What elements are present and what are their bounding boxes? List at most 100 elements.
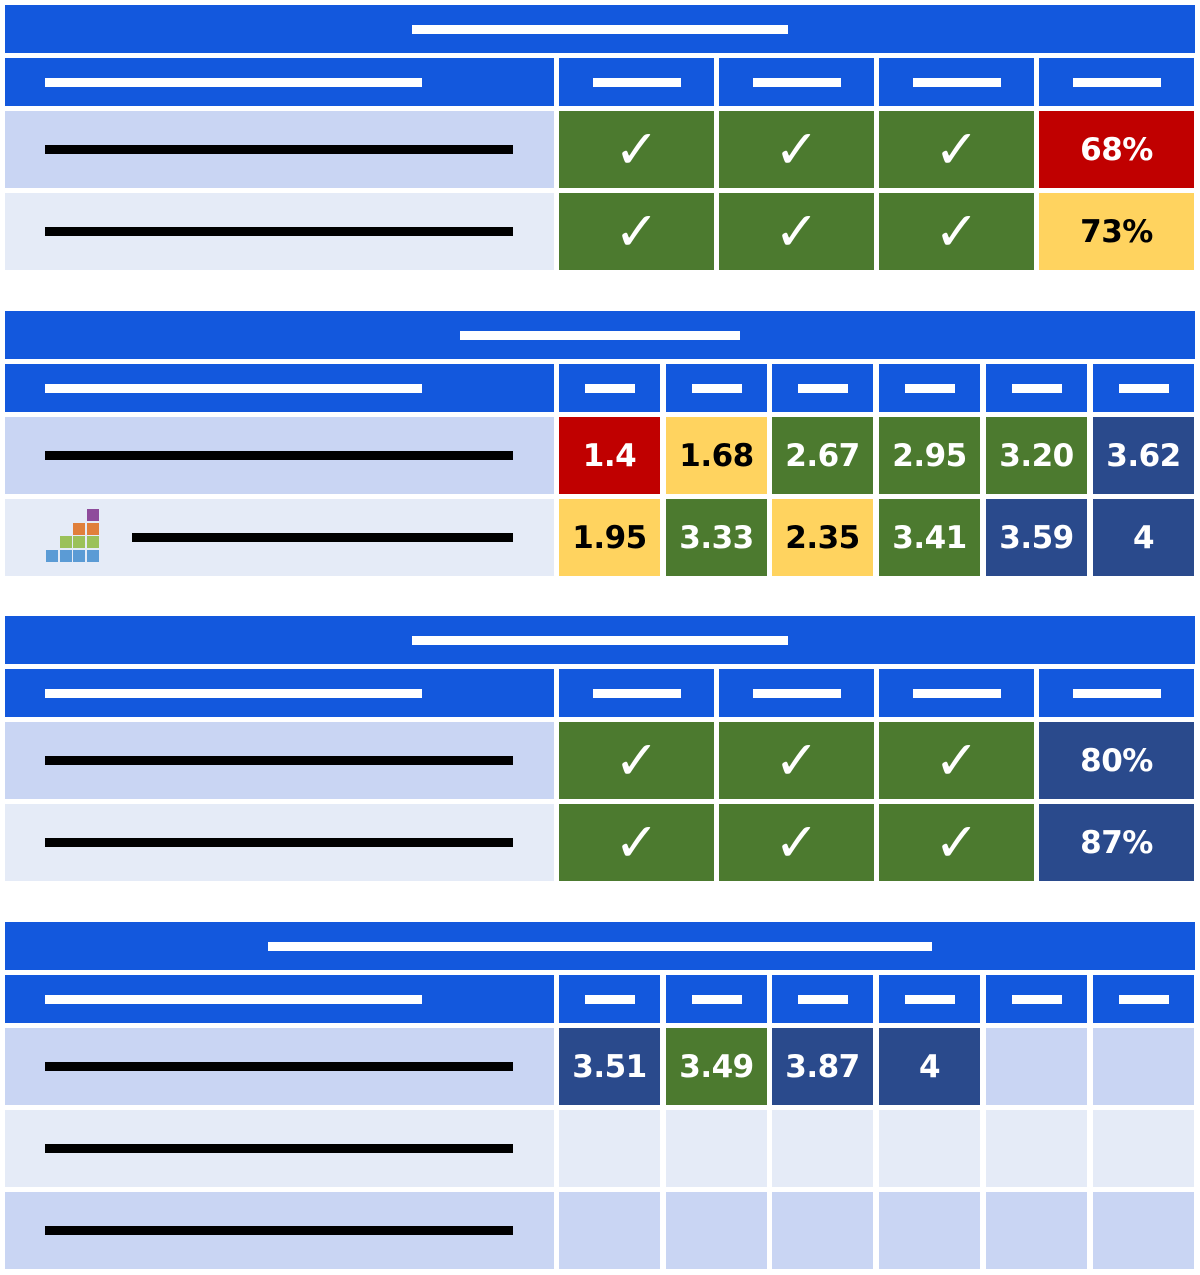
column-header-text bbox=[691, 384, 742, 393]
score-value: 3.51 bbox=[572, 1048, 647, 1085]
row-label-text bbox=[45, 227, 513, 236]
score-cell: 80% bbox=[1039, 722, 1194, 799]
column-header[interactable] bbox=[879, 669, 1034, 717]
score-cell: 87% bbox=[1039, 804, 1194, 881]
column-header[interactable] bbox=[559, 975, 660, 1023]
score-cell: 3.41 bbox=[879, 499, 980, 576]
row-label bbox=[5, 1192, 554, 1269]
score-value: 68% bbox=[1080, 131, 1153, 168]
score-value: 4 bbox=[1132, 519, 1155, 556]
column-header[interactable] bbox=[559, 364, 660, 412]
column-header[interactable] bbox=[666, 364, 767, 412]
score-cell: ✓ bbox=[719, 193, 874, 270]
column-header[interactable] bbox=[719, 669, 874, 717]
column-header[interactable] bbox=[1093, 364, 1194, 412]
score-value: 1.4 bbox=[582, 437, 637, 474]
score-cell: 73% bbox=[1039, 193, 1194, 270]
column-header[interactable] bbox=[559, 58, 714, 106]
score-cell bbox=[986, 1110, 1087, 1187]
score-value: 3.33 bbox=[679, 519, 754, 556]
score-cell: ✓ bbox=[879, 193, 1034, 270]
score-cell: 3.49 bbox=[666, 1028, 767, 1105]
score-value: 1.95 bbox=[572, 519, 647, 556]
score-cell bbox=[986, 1028, 1087, 1105]
row-label-text bbox=[132, 533, 513, 542]
score-cell: 2.35 bbox=[772, 499, 873, 576]
score-cell: 4 bbox=[1093, 499, 1194, 576]
score-cell bbox=[559, 1192, 660, 1269]
column-header[interactable] bbox=[666, 975, 767, 1023]
score-value: 4 bbox=[918, 1048, 941, 1085]
column-header[interactable] bbox=[559, 669, 714, 717]
column-header-text bbox=[592, 689, 681, 698]
column-header[interactable] bbox=[879, 58, 1034, 106]
column-header[interactable] bbox=[1093, 975, 1194, 1023]
score-cell: ✓ bbox=[559, 111, 714, 188]
column-header[interactable] bbox=[986, 975, 1087, 1023]
checkmark-icon: ✓ bbox=[934, 810, 979, 874]
score-cell: ✓ bbox=[719, 804, 874, 881]
score-cell: ✓ bbox=[879, 804, 1034, 881]
score-cell: 68% bbox=[1039, 111, 1194, 188]
score-cell bbox=[879, 1192, 980, 1269]
column-header[interactable] bbox=[879, 975, 980, 1023]
column-header[interactable] bbox=[1039, 58, 1194, 106]
score-cell: ✓ bbox=[559, 804, 714, 881]
score-cell: ✓ bbox=[719, 111, 874, 188]
column-header-text bbox=[912, 689, 1001, 698]
row-label bbox=[5, 804, 554, 881]
column-header-label bbox=[5, 975, 554, 1023]
row-label bbox=[5, 722, 554, 799]
score-cell: ✓ bbox=[559, 722, 714, 799]
row-label-text bbox=[45, 145, 513, 154]
score-value: 1.68 bbox=[679, 437, 754, 474]
table-title bbox=[5, 616, 1195, 664]
score-cell bbox=[1093, 1028, 1194, 1105]
row-label bbox=[5, 417, 554, 494]
score-value: 2.35 bbox=[785, 519, 860, 556]
table-title bbox=[5, 922, 1195, 970]
score-cell bbox=[666, 1192, 767, 1269]
score-cell bbox=[772, 1192, 873, 1269]
score-cell: 3.62 bbox=[1093, 417, 1194, 494]
score-value: 2.67 bbox=[785, 437, 860, 474]
column-header-text bbox=[797, 995, 848, 1004]
checkmark-icon: ✓ bbox=[934, 728, 979, 792]
column-header-text bbox=[1072, 78, 1161, 87]
table-title-text bbox=[412, 636, 788, 645]
row-label bbox=[5, 1110, 554, 1187]
score-cell: ✓ bbox=[879, 722, 1034, 799]
bar-chart-icon bbox=[46, 509, 102, 565]
table-title bbox=[5, 5, 1195, 53]
column-header[interactable] bbox=[1039, 669, 1194, 717]
column-header-text bbox=[1011, 995, 1062, 1004]
score-cell: 3.20 bbox=[986, 417, 1087, 494]
row-label bbox=[5, 1028, 554, 1105]
row-label-text bbox=[45, 838, 513, 847]
table-title-text bbox=[412, 25, 788, 34]
row-label-text bbox=[45, 756, 513, 765]
score-cell bbox=[666, 1110, 767, 1187]
column-header[interactable] bbox=[719, 58, 874, 106]
score-value: 87% bbox=[1080, 824, 1153, 861]
checkmark-icon: ✓ bbox=[614, 199, 659, 263]
score-value: 2.95 bbox=[892, 437, 967, 474]
column-header-label bbox=[5, 669, 554, 717]
score-cell: 2.67 bbox=[772, 417, 873, 494]
column-header-text bbox=[904, 995, 955, 1004]
column-header-text bbox=[592, 78, 681, 87]
score-value: 73% bbox=[1080, 213, 1153, 250]
column-header[interactable] bbox=[772, 975, 873, 1023]
column-header[interactable] bbox=[879, 364, 980, 412]
score-cell: 2.95 bbox=[879, 417, 980, 494]
column-header-label bbox=[5, 364, 554, 412]
column-header-text bbox=[45, 384, 422, 393]
column-header[interactable] bbox=[772, 364, 873, 412]
checkmark-icon: ✓ bbox=[774, 810, 819, 874]
score-cell bbox=[1093, 1192, 1194, 1269]
score-cell: 3.87 bbox=[772, 1028, 873, 1105]
column-header-text bbox=[691, 995, 742, 1004]
column-header[interactable] bbox=[986, 364, 1087, 412]
score-value: 3.62 bbox=[1106, 437, 1181, 474]
row-label-text bbox=[45, 1226, 513, 1235]
